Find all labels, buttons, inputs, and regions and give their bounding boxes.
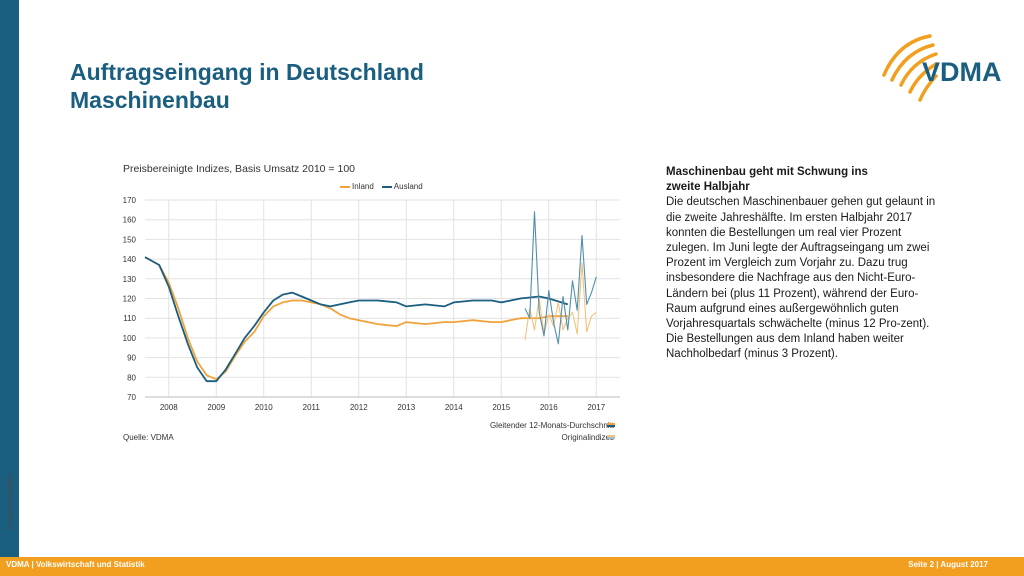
legend-item-inland: Inland bbox=[340, 182, 374, 191]
commentary-heading: Maschinenbau geht mit Schwung ins zweite… bbox=[666, 165, 938, 195]
commentary-heading-line-2: zweite Halbjahr bbox=[666, 181, 750, 194]
footer-left-text: VDMA | Volkswirtschaft und Statistik bbox=[6, 560, 145, 569]
x-tick-label: 2015 bbox=[492, 403, 510, 412]
y-tick-label: 140 bbox=[123, 255, 137, 264]
y-tick-label: 80 bbox=[127, 373, 136, 382]
x-tick-label: 2012 bbox=[350, 403, 368, 412]
note-moving-average: Gleitender 12-Monats-Durchschnitt bbox=[489, 421, 614, 430]
series-line-1 bbox=[144, 256, 569, 383]
x-tick-label: 2014 bbox=[445, 403, 463, 412]
y-tick-label: 90 bbox=[127, 354, 136, 363]
x-tick-label: 2013 bbox=[397, 403, 415, 412]
vdma-arcs-icon bbox=[882, 34, 938, 102]
footer-bar: VDMA | Volkswirtschaft und Statistik Sei… bbox=[0, 557, 1024, 576]
legend-label-inland: Inland bbox=[352, 182, 374, 191]
x-tick-label: 2009 bbox=[207, 403, 225, 412]
chart-subtitle: Preisbereinigte Indizes, Basis Umsatz 20… bbox=[123, 163, 355, 175]
line-chart: 70 80 90 100 110 120 130 140 150 160 170 2008 2009 20… bbox=[123, 196, 620, 412]
note-moving-average-marker bbox=[607, 423, 615, 427]
x-tick-label: 2016 bbox=[540, 403, 558, 412]
x-tick-label: 2008 bbox=[160, 403, 178, 412]
title-line-2: Maschinenbau bbox=[70, 87, 230, 113]
commentary-body: Die deutschen Maschinenbauer gehen gut g… bbox=[666, 196, 936, 361]
footer-page-info: Seite 2 | August 2017 bbox=[908, 560, 988, 569]
logo-text: VDMA bbox=[922, 57, 1002, 87]
x-tick-label: 2010 bbox=[255, 403, 273, 412]
series-line-3 bbox=[524, 211, 597, 345]
commentary-box: Maschinenbau geht mit Schwung ins zweite… bbox=[666, 165, 938, 363]
y-tick-label: 110 bbox=[123, 314, 136, 323]
vdma-logo: VDMA bbox=[882, 34, 1002, 102]
page-title: Auftragseingang in Deutschland Maschinen… bbox=[70, 58, 424, 114]
y-tick-label: 150 bbox=[123, 235, 137, 244]
left-accent-bar bbox=[0, 0, 19, 557]
y-tick-label: 70 bbox=[127, 393, 136, 402]
legend-swatch-ausland bbox=[381, 185, 392, 188]
y-tick-label: 170 bbox=[123, 196, 137, 205]
title-line-1: Auftragseingang in Deutschland bbox=[70, 59, 424, 85]
y-tick-label: 120 bbox=[123, 295, 137, 304]
side-label: Konjunkturbulletin bbox=[7, 473, 15, 530]
legend-label-ausland: Ausland bbox=[393, 182, 423, 191]
y-tick-label: 160 bbox=[123, 216, 137, 225]
note-original-index: Originalindizes bbox=[561, 433, 614, 442]
x-tick-label: 2017 bbox=[587, 403, 605, 412]
note-original-index-marker bbox=[607, 435, 615, 439]
commentary-heading-line-1: Maschinenbau geht mit Schwung ins bbox=[666, 166, 868, 178]
x-tick-label: 2011 bbox=[303, 403, 321, 412]
chart-legend: Inland Ausland bbox=[340, 182, 423, 191]
y-tick-label: 130 bbox=[123, 275, 137, 284]
legend-swatch-inland bbox=[340, 185, 350, 188]
chart-source: Quelle: VDMA bbox=[123, 433, 174, 442]
y-tick-label: 100 bbox=[123, 334, 137, 343]
legend-item-ausland: Ausland bbox=[381, 182, 423, 191]
